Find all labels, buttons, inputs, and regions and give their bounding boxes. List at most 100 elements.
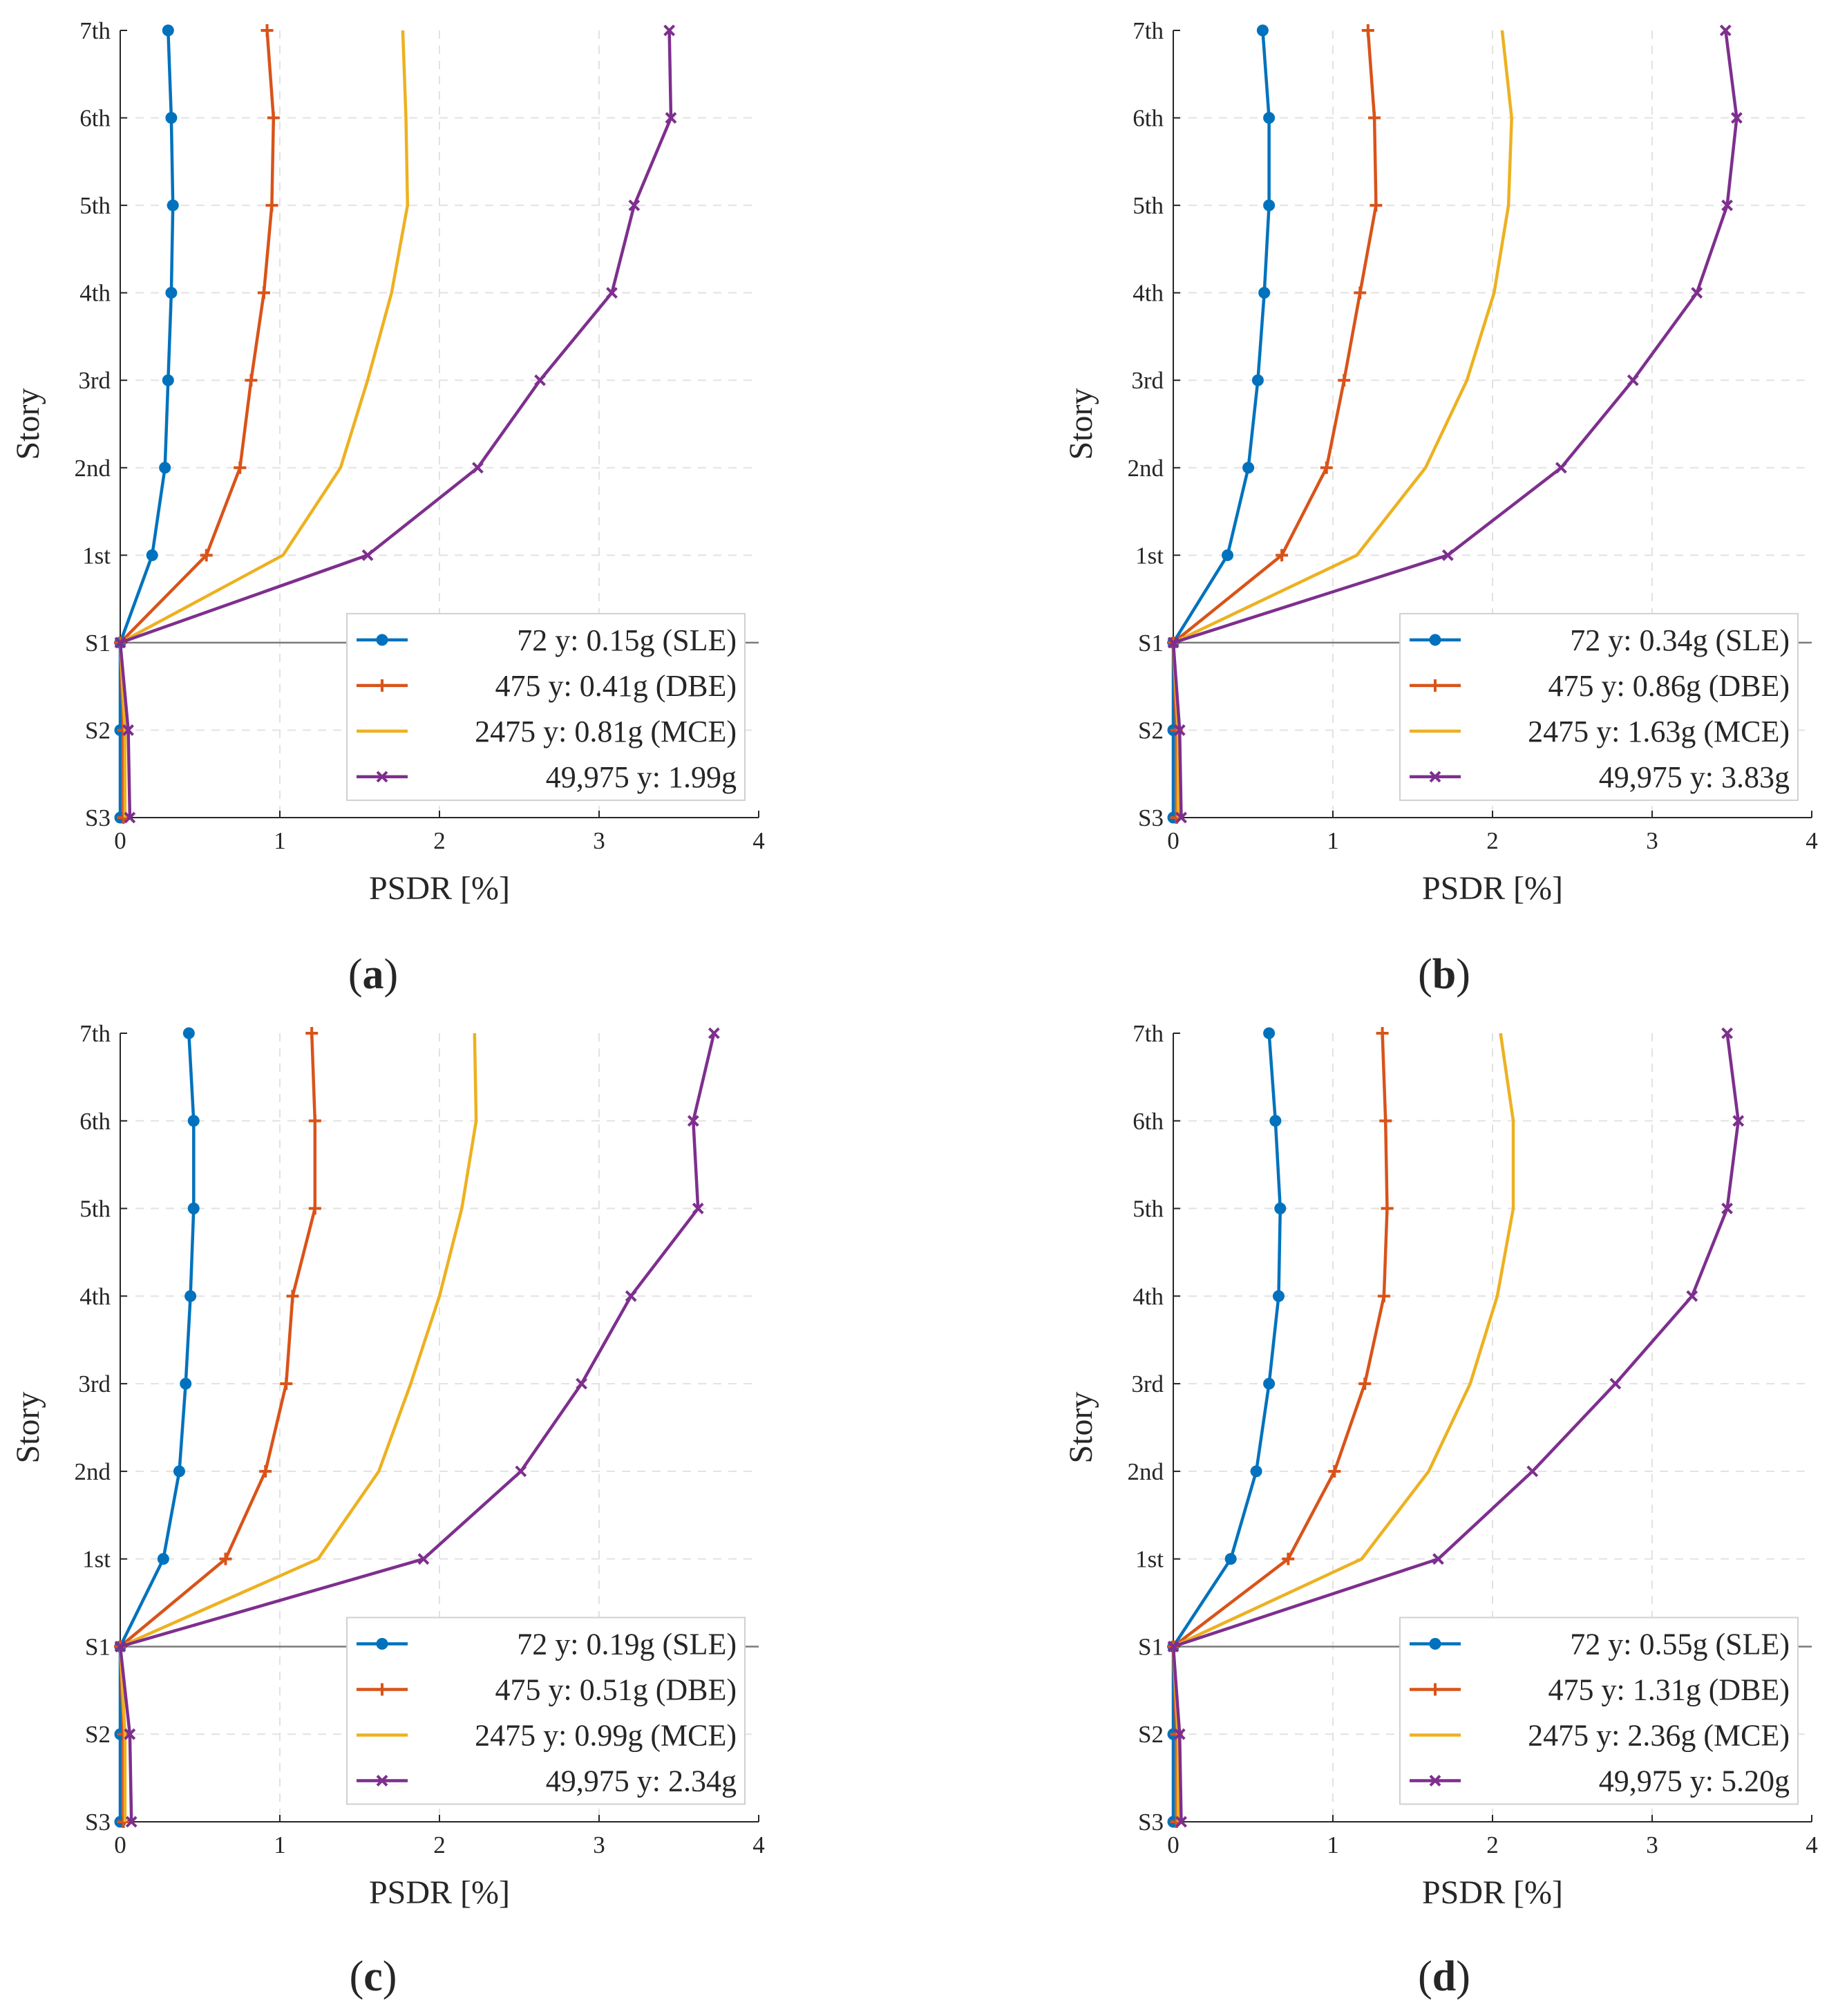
- legend-label: 475 y: 1.31g (DBE): [1548, 1673, 1790, 1706]
- data-point: [1429, 1637, 1441, 1650]
- data-point: [125, 1816, 138, 1828]
- series-x: [1167, 24, 1743, 824]
- y-tick-label: 2nd: [1128, 455, 1164, 482]
- y-tick-label: S2: [1138, 1721, 1164, 1748]
- legend-item-x: 49,975 y: 3.83g: [1410, 760, 1790, 794]
- x-tick-label: 0: [114, 827, 126, 854]
- data-point: [665, 112, 677, 124]
- data-point: [265, 199, 278, 212]
- series-x: [114, 1027, 720, 1828]
- data-point: [234, 461, 247, 474]
- legend-item-sle: 72 y: 0.55g (SLE): [1410, 1627, 1790, 1661]
- x-tick-label: 3: [1646, 1831, 1658, 1858]
- legend: 72 y: 0.15g (SLE) 475 y: 0.41g (DBE) 2475 …: [346, 612, 746, 801]
- data-point: [219, 1552, 232, 1565]
- data-point: [1175, 1816, 1187, 1828]
- data-point: [1441, 549, 1454, 561]
- data-point: [122, 724, 134, 736]
- x-axis-label: PSDR [%]: [1422, 1874, 1563, 1911]
- x-tick-label: 1: [1327, 1831, 1339, 1858]
- data-point: [1263, 1027, 1276, 1039]
- data-point: [1429, 634, 1441, 646]
- y-axis-label: Story: [1063, 1391, 1099, 1463]
- data-point: [1719, 24, 1732, 37]
- data-point: [1263, 112, 1276, 124]
- x-tick-label: 4: [1806, 827, 1818, 854]
- data-point: [1377, 1290, 1390, 1303]
- x-tick-label: 1: [274, 1831, 286, 1858]
- x-tick-label: 0: [114, 1831, 126, 1858]
- legend: 72 y: 0.19g (SLE) 475 y: 0.51g (DBE) 2475 …: [346, 1617, 746, 1805]
- data-point: [417, 1553, 430, 1565]
- data-point: [1731, 112, 1743, 124]
- legend-label: 2475 y: 0.99g (MCE): [475, 1718, 737, 1752]
- data-point: [1370, 199, 1383, 212]
- x-tick-label: 4: [752, 827, 765, 854]
- data-point: [146, 549, 158, 561]
- data-point: [1175, 811, 1187, 824]
- legend-item-dbe: 475 y: 0.41g (DBE): [357, 669, 737, 703]
- data-point: [376, 1683, 388, 1696]
- panel-caption: (d): [1418, 1953, 1470, 2000]
- data-point: [1691, 287, 1703, 299]
- y-tick-label: 2nd: [75, 455, 111, 482]
- x-tick-label: 3: [1646, 827, 1658, 854]
- series-line: [1171, 1033, 1389, 1822]
- legend-label: 72 y: 0.19g (SLE): [517, 1627, 737, 1661]
- x-tick-label: 1: [274, 827, 286, 854]
- legend-label: 49,975 y: 5.20g: [1599, 1764, 1790, 1798]
- data-point: [1429, 679, 1441, 692]
- data-point: [1354, 286, 1367, 299]
- data-point: [687, 1115, 699, 1127]
- y-tick-label: S2: [1138, 717, 1164, 744]
- series-line: [1171, 1033, 1740, 1822]
- legend-label: 475 y: 0.41g (DBE): [495, 669, 737, 703]
- y-tick-label: S1: [85, 1633, 111, 1660]
- y-tick-label: 7th: [79, 1020, 111, 1047]
- legend-item-sle: 72 y: 0.34g (SLE): [1410, 623, 1790, 657]
- x-tick-label: 4: [752, 1831, 765, 1858]
- series-line: [118, 30, 410, 818]
- data-point: [1721, 199, 1733, 211]
- x-tick-label: 0: [1167, 1831, 1179, 1858]
- data-point: [361, 549, 374, 561]
- data-point: [692, 1203, 704, 1214]
- series-line: [1171, 30, 1378, 818]
- series-dbe: [114, 1027, 321, 1828]
- data-point: [124, 811, 136, 824]
- data-point: [1328, 1464, 1341, 1478]
- series-line: [118, 30, 175, 818]
- y-tick-label: S3: [85, 1809, 111, 1836]
- y-tick-label: 7th: [1133, 1020, 1164, 1047]
- data-point: [1258, 287, 1271, 299]
- data-point: [1222, 549, 1234, 561]
- y-tick-label: S1: [1138, 630, 1164, 657]
- data-point: [1381, 1202, 1394, 1215]
- data-point: [259, 1464, 272, 1478]
- data-point: [376, 1637, 388, 1650]
- y-tick-label: S3: [85, 804, 111, 831]
- y-tick-label: 1st: [1135, 542, 1164, 569]
- data-point: [1358, 1377, 1372, 1391]
- data-point: [708, 1027, 720, 1039]
- data-point: [245, 374, 258, 387]
- panel-caption: (b): [1418, 951, 1470, 998]
- x-tick-label: 3: [593, 827, 605, 854]
- legend-label: 2475 y: 1.63g (MCE): [1528, 715, 1790, 748]
- data-point: [1167, 1641, 1179, 1652]
- series-dbe: [1167, 24, 1383, 824]
- data-point: [628, 199, 641, 211]
- data-point: [1429, 771, 1441, 783]
- data-point: [257, 286, 270, 299]
- data-point: [1429, 1775, 1441, 1787]
- data-point: [1429, 1683, 1441, 1696]
- x-axis-label: PSDR [%]: [369, 870, 510, 907]
- data-point: [114, 637, 126, 649]
- y-tick-label: 3rd: [1131, 1370, 1164, 1397]
- panel-caption: (c): [350, 1953, 397, 2000]
- data-point: [1361, 24, 1374, 37]
- x-tick-label: 2: [433, 1831, 446, 1858]
- legend-item-x: 49,975 y: 2.34g: [357, 1764, 737, 1798]
- chart-panel-d: 0 1 2 3 4 S3 S2 S1 1st 2nd 3rd 4th 5th 6th 7th PSDR [%]…: [1063, 1020, 1818, 2000]
- data-point: [1276, 549, 1289, 562]
